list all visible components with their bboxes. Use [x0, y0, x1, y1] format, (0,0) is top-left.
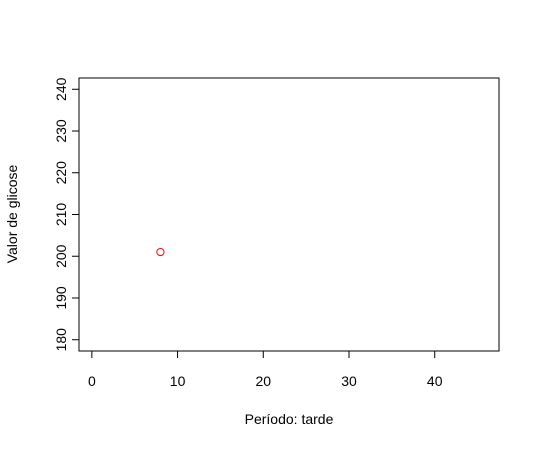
x-axis-label: Período: tarde: [245, 411, 334, 427]
x-tick-label: 40: [427, 373, 443, 389]
x-tick-label: 0: [88, 373, 96, 389]
x-tick-label: 20: [255, 373, 271, 389]
y-tick-label: 210: [53, 203, 69, 227]
y-tick-label: 220: [53, 161, 69, 185]
x-tick-label: 30: [341, 373, 357, 389]
y-tick-label: 240: [53, 77, 69, 101]
y-tick-label: 180: [53, 328, 69, 352]
data-point: [156, 247, 165, 257]
y-tick-label: 230: [53, 119, 69, 143]
data-points: [156, 247, 165, 257]
x-axis: 0 10 20 30 40: [88, 350, 443, 389]
plot-frame: [78, 77, 500, 352]
y-axis-label: Valor de glicose: [4, 165, 20, 264]
y-tick-label: 200: [53, 244, 69, 268]
x-tick-label: 10: [170, 373, 186, 389]
y-tick-label: 190: [53, 286, 69, 310]
y-axis: 180 190 200 210 220 230 240: [53, 77, 80, 352]
